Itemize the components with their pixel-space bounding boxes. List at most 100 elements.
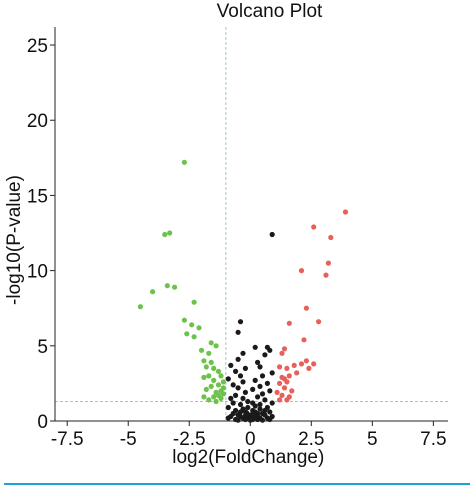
- data-point: [191, 334, 197, 340]
- x-tick-label: 0: [245, 429, 256, 450]
- data-point: [303, 358, 309, 364]
- data-point: [150, 289, 156, 295]
- data-point: [167, 230, 173, 236]
- data-point: [213, 398, 219, 405]
- data-point: [137, 304, 143, 310]
- data-point: [233, 392, 239, 398]
- y-tick-label: 15: [27, 186, 48, 207]
- y-tick-label: 25: [27, 36, 48, 57]
- data-point: [255, 359, 261, 365]
- data-point: [277, 397, 283, 403]
- y-tick-labels: 0 5 10 15 20 25: [27, 36, 48, 433]
- data-point: [181, 317, 187, 323]
- data-point: [206, 397, 212, 403]
- data-point: [181, 159, 187, 165]
- data-point: [218, 373, 224, 379]
- data-point: [237, 409, 244, 415]
- data-point: [257, 383, 263, 389]
- data-point: [233, 368, 239, 374]
- y-axis-title: -log10(P-value): [4, 175, 25, 305]
- data-point: [211, 377, 217, 383]
- data-point: [189, 322, 195, 328]
- data-point: [206, 373, 212, 379]
- x-tick-label: 2.5: [298, 429, 324, 450]
- data-point: [230, 382, 236, 388]
- threshold-lines: [55, 27, 448, 421]
- data-point: [184, 331, 190, 337]
- data-point: [323, 272, 329, 278]
- data-point: [220, 391, 226, 397]
- data-point: [211, 394, 217, 400]
- data-point: [201, 374, 207, 380]
- data-point: [230, 400, 236, 406]
- data-point: [325, 260, 331, 266]
- data-point: [208, 340, 214, 346]
- data-point: [303, 305, 309, 311]
- data-point: [225, 415, 231, 421]
- data-point: [162, 231, 168, 238]
- data-point: [262, 407, 268, 414]
- data-point: [203, 386, 209, 392]
- data-point: [311, 224, 317, 230]
- data-point: [248, 414, 255, 420]
- data-point: [196, 325, 202, 331]
- data-point: [281, 376, 288, 382]
- data-point: [235, 329, 241, 335]
- data-point: [279, 392, 285, 398]
- data-point: [328, 234, 334, 241]
- data-point: [291, 362, 297, 368]
- data-point: [289, 388, 295, 394]
- x-tick-label: -2.5: [173, 429, 206, 450]
- x-axis-title: log2(FoldChange): [172, 447, 324, 468]
- data-point: [242, 389, 248, 395]
- data-point: [228, 362, 234, 368]
- data-point: [215, 368, 222, 374]
- data-point: [262, 352, 268, 358]
- data-point: [220, 379, 226, 385]
- data-point: [279, 350, 285, 356]
- data-point: [218, 395, 224, 401]
- data-point: [235, 385, 241, 391]
- x-tick-label: -7.5: [51, 429, 84, 450]
- data-point: [286, 320, 292, 326]
- chart-title: Volcano Plot: [217, 1, 323, 22]
- y-tick-label: 0: [37, 412, 48, 433]
- data-point: [267, 388, 273, 394]
- data-point: [274, 389, 280, 395]
- data-point: [240, 395, 246, 401]
- data-point: [267, 409, 273, 415]
- data-point: [245, 398, 251, 405]
- data-point: [225, 376, 231, 382]
- data-point: [191, 299, 197, 305]
- data-point: [284, 397, 290, 403]
- data-point: [215, 382, 222, 388]
- data-point: [250, 400, 256, 406]
- y-tick-label: 10: [27, 262, 48, 283]
- data-point: [267, 347, 273, 353]
- data-point: [211, 365, 217, 371]
- data-point: [259, 391, 266, 397]
- data-point: [316, 319, 322, 325]
- data-point: [301, 337, 307, 343]
- data-point: [286, 373, 292, 379]
- data-point: [298, 268, 305, 274]
- data-point: [277, 364, 283, 370]
- data-point: [172, 284, 178, 290]
- x-tick-labels: -7.5 -5 -2.5 0 2.5 5 7.5: [51, 429, 447, 450]
- axes: [50, 27, 448, 426]
- data-point: [255, 394, 261, 400]
- data-points: [137, 159, 349, 423]
- data-point: [235, 417, 241, 423]
- y-tick-label: 20: [27, 111, 48, 132]
- data-point: [240, 379, 246, 385]
- data-point: [257, 406, 263, 412]
- data-point: [277, 380, 283, 386]
- bottom-rule: [4, 483, 470, 485]
- x-tick-label: 5: [367, 429, 378, 450]
- data-point: [220, 385, 226, 391]
- data-point: [281, 346, 288, 352]
- data-point: [264, 380, 270, 386]
- data-point: [252, 344, 258, 350]
- data-point: [281, 385, 288, 391]
- data-point: [225, 404, 231, 411]
